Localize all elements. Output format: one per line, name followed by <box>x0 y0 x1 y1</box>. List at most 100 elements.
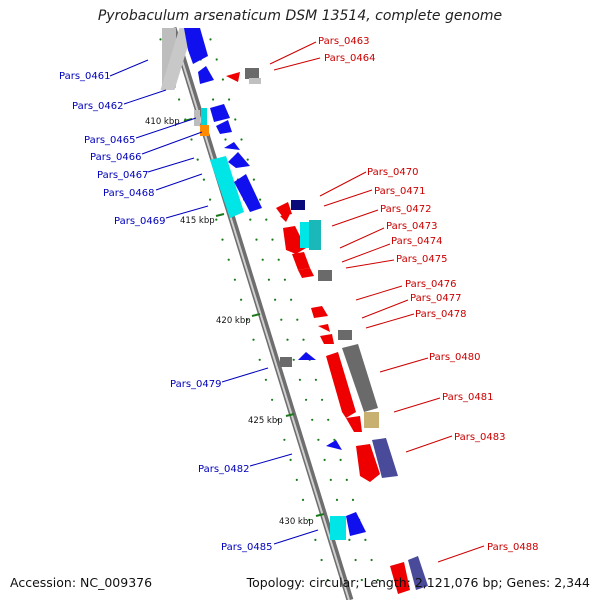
right-gene-labels: Pars_0463 Pars_0464 Pars_0470 Pars_0471 … <box>269 36 538 563</box>
gene-block[interactable] <box>338 330 352 340</box>
guide-dot <box>196 158 199 161</box>
guide-dot <box>364 538 367 542</box>
gene-block[interactable] <box>160 28 194 90</box>
guide-dot <box>209 38 212 41</box>
guide-dot <box>178 98 181 101</box>
gene-arrow[interactable] <box>318 324 330 332</box>
gene-label[interactable]: Pars_0467 <box>97 170 148 181</box>
gene-block[interactable] <box>245 68 259 79</box>
gene-label[interactable]: Pars_0470 <box>367 167 418 178</box>
gene-arrow[interactable] <box>198 66 214 84</box>
guide-dot <box>271 398 274 401</box>
gene-block[interactable] <box>280 357 292 367</box>
gene-arrow[interactable] <box>216 120 232 134</box>
guide-dot <box>317 438 320 441</box>
guide-dot <box>308 518 311 522</box>
gene-label[interactable]: Pars_0468 <box>103 188 154 199</box>
guide-dot <box>329 478 332 481</box>
gene-label[interactable]: Pars_0471 <box>374 186 425 197</box>
gene-block[interactable] <box>201 108 207 126</box>
gene-block[interactable] <box>291 200 305 210</box>
gene-arrow[interactable] <box>280 214 290 222</box>
gene-arrow[interactable] <box>356 444 380 482</box>
gene-block[interactable] <box>194 110 200 126</box>
guide-dot <box>246 318 249 321</box>
gene-label[interactable]: Pars_0475 <box>396 254 447 265</box>
guide-dot <box>209 198 212 201</box>
guide-dot <box>159 38 162 41</box>
gene-label[interactable]: Pars_0488 <box>487 542 538 553</box>
guide-dot <box>221 238 224 241</box>
gene-arrow[interactable] <box>224 142 240 150</box>
gene-arrow[interactable] <box>226 72 240 82</box>
gene-arrow[interactable] <box>372 438 398 478</box>
gene-arrow[interactable] <box>346 416 362 432</box>
gene-block[interactable] <box>300 222 309 248</box>
gene-arrow[interactable] <box>311 306 328 318</box>
guide-dot <box>267 278 270 281</box>
gene-arrow[interactable] <box>184 28 208 64</box>
gene-label[interactable]: Pars_0479 <box>170 379 221 390</box>
gene-label[interactable]: Pars_0476 <box>405 279 456 290</box>
guide-dot <box>202 178 205 181</box>
gene-label[interactable]: Pars_0483 <box>454 432 505 443</box>
gene-arrow[interactable] <box>408 556 428 590</box>
gene-block[interactable] <box>364 412 379 428</box>
gene-label[interactable]: Pars_0480 <box>429 352 480 363</box>
guide-dot <box>221 78 224 81</box>
gene-label[interactable]: Pars_0465 <box>84 135 135 146</box>
gene-block[interactable] <box>318 270 332 281</box>
gene-arrow[interactable] <box>228 152 250 168</box>
guide-dot <box>246 158 249 161</box>
kbp-tick <box>251 313 261 317</box>
gene-label[interactable]: Pars_0481 <box>442 392 493 403</box>
gene-block[interactable] <box>249 78 261 84</box>
gene-label[interactable]: Pars_0482 <box>198 464 249 475</box>
gene-label[interactable]: Pars_0473 <box>386 221 437 232</box>
gene-arrow[interactable] <box>276 202 292 216</box>
gene-label[interactable]: Pars_0472 <box>380 204 431 215</box>
guide-dot <box>258 358 261 361</box>
guide-dot <box>280 318 283 321</box>
gene-arrow[interactable] <box>326 440 342 450</box>
guide-dot <box>252 178 255 181</box>
genome-summary-text: Topology: circular; Length: 2,121,076 bp… <box>246 575 590 590</box>
guide-dot <box>323 458 326 461</box>
gene-label[interactable]: Pars_0464 <box>324 53 375 64</box>
gene-arrow[interactable] <box>342 344 378 412</box>
gene-arrow[interactable] <box>320 334 334 344</box>
gene-label[interactable]: Pars_0477 <box>410 293 461 304</box>
guide-dot <box>314 538 317 542</box>
gene-label[interactable]: Pars_0478 <box>415 309 466 320</box>
gene-label[interactable]: Pars_0461 <box>59 71 110 82</box>
guide-dot <box>227 258 230 261</box>
gene-arrow[interactable] <box>390 562 410 594</box>
guide-dot <box>283 438 286 441</box>
gene-arrow[interactable] <box>298 268 314 278</box>
gene-block[interactable] <box>309 220 321 250</box>
gene-label[interactable]: Pars_0466 <box>90 152 141 163</box>
gene-block[interactable] <box>200 125 209 136</box>
gene-label[interactable]: Pars_0485 <box>221 542 272 553</box>
gene-arrow[interactable] <box>346 512 366 536</box>
guide-dot <box>370 558 373 562</box>
guide-dot <box>264 378 267 381</box>
kbp-tick <box>315 513 325 517</box>
kbp-ticks: 410 kbp 415 kbp 420 kbp 425 kbp 430 kbp <box>145 117 325 527</box>
guide-dot <box>212 98 215 101</box>
gene-arrow[interactable] <box>298 352 316 360</box>
gene-label[interactable]: Pars_0462 <box>72 101 123 112</box>
guide-dot <box>224 138 227 141</box>
gene-arrow[interactable] <box>210 156 244 218</box>
gene-label[interactable]: Pars_0474 <box>391 236 442 247</box>
guide-dot <box>351 498 355 501</box>
gene-arrow[interactable] <box>326 352 356 418</box>
gene-arrow[interactable] <box>234 174 262 212</box>
gene-block[interactable] <box>330 516 346 540</box>
gene-arrow[interactable] <box>210 104 230 122</box>
gene-arrow[interactable] <box>292 252 310 270</box>
gene-label[interactable]: Pars_0469 <box>114 216 165 227</box>
gene-label[interactable]: Pars_0463 <box>318 36 369 47</box>
gene-features <box>160 28 428 594</box>
